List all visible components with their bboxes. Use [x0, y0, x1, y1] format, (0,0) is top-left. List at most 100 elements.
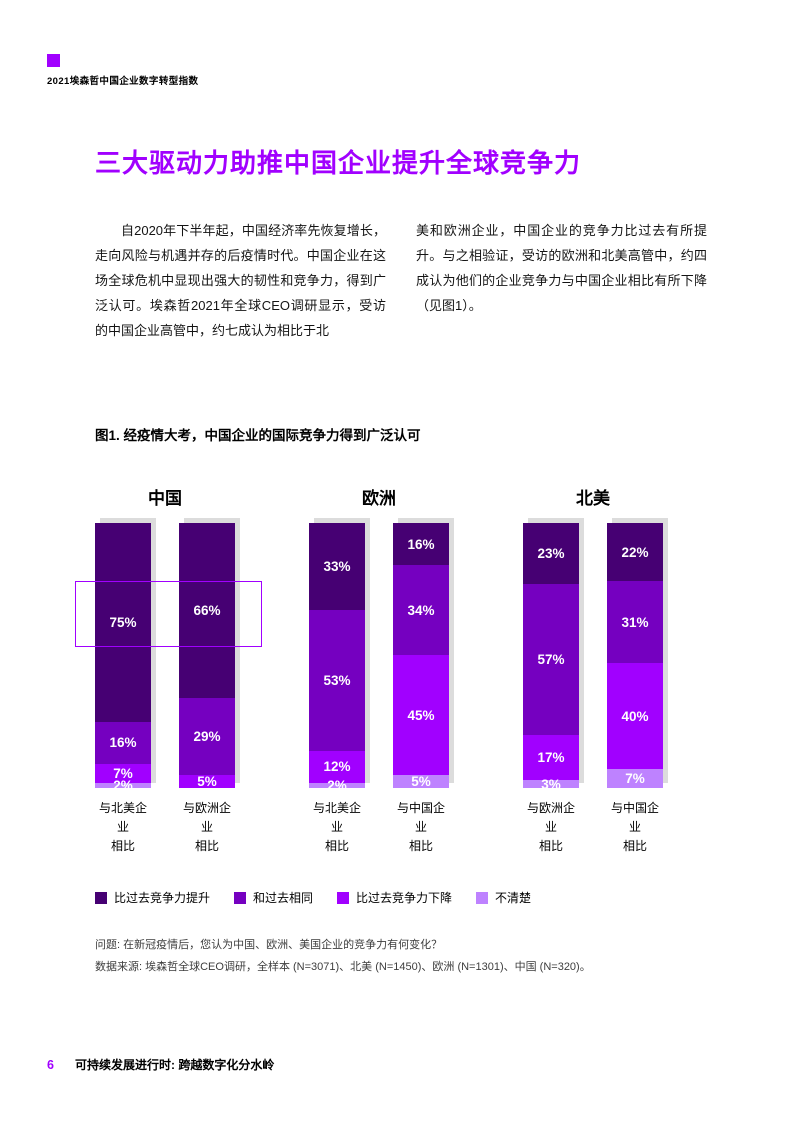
- chart-bars-row: 75% 16% 7% 2% 与北美企业 相比 66% 29% 5% 与欧洲企业 相比: [95, 523, 235, 856]
- segment-value-label: 16%: [407, 536, 435, 552]
- figure-chart: 中国 75% 16% 7% 2% 与北美企业 相比 66% 29% 5% 与欧洲企业 相比 欧洲 33% 5…: [95, 484, 695, 978]
- bar-column: 23% 57% 17% 3% 与欧洲企业 相比: [523, 523, 579, 856]
- bar-segment: 16%: [393, 523, 449, 566]
- bar-column: 66% 29% 5% 与欧洲企业 相比: [179, 523, 235, 856]
- segment-value-label: 7%: [113, 765, 133, 781]
- bar-segment: 7%: [607, 769, 663, 788]
- bar-column: 75% 16% 7% 2% 与北美企业 相比: [95, 523, 151, 856]
- segment-value-label: 2%: [327, 777, 347, 793]
- bar-axis-label: 与北美企业 相比: [98, 801, 147, 853]
- segment-value-label: 17%: [537, 750, 565, 765]
- legend-swatch: [234, 891, 247, 904]
- legend-swatch: [476, 891, 489, 904]
- segment-value-label: 66%: [193, 602, 221, 618]
- segment-value-label: 5%: [411, 773, 431, 789]
- brand-logo-mark: [47, 54, 60, 67]
- bar-segment: 2%: [95, 778, 151, 793]
- chart-group: 欧洲 33% 53% 12% 2% 与北美企业 相比 16% 34% 45% 5% 与中国企业 相比: [309, 484, 449, 856]
- chart-group-title: 欧洲: [362, 489, 396, 508]
- chart-group: 北美 23% 57% 17% 3% 与欧洲企业 相比 22% 31% 40% 7% 与中国企业 相比: [523, 484, 663, 856]
- bar-column: 22% 31% 40% 7% 与中国企业 相比: [607, 523, 663, 856]
- segment-value-label: 34%: [407, 602, 435, 618]
- bar-segment: 2%: [309, 778, 365, 793]
- bar-axis-label: 与北美企业 相比: [312, 801, 361, 853]
- report-title-footer: 可持续发展进行时: 跨越数字化分水岭: [75, 1058, 275, 1072]
- bar-segment: 29%: [179, 697, 235, 775]
- segment-value-label: 40%: [621, 708, 649, 724]
- bar-segment: 31%: [607, 581, 663, 664]
- bar-segment: 5%: [393, 773, 449, 789]
- bar-axis-label: 与欧洲企业 相比: [526, 801, 575, 853]
- stacked-bar: 66% 29% 5%: [179, 523, 235, 789]
- segment-value-label: 2%: [113, 777, 133, 793]
- chart-legend: 比过去竞争力提升 和过去相同 比过去竞争力下降 不清楚: [95, 889, 695, 906]
- stacked-bar: 22% 31% 40% 7%: [607, 523, 663, 788]
- page-header: 2021埃森哲中国企业数字转型指数: [47, 54, 198, 87]
- bar-segment: 40%: [607, 663, 663, 770]
- chart-question: 问题: 在新冠疫情后，您认为中国、欧洲、美国企业的竞争力有何变化？: [95, 939, 443, 951]
- segment-value-label: 31%: [621, 614, 649, 630]
- segment-value-label: 3%: [541, 776, 561, 792]
- figure-title: 图1. 经疫情大考，中国企业的国际竞争力得到广泛认可: [95, 428, 421, 443]
- bar-axis-label: 与中国企业 相比: [610, 801, 659, 853]
- chart-source: 数据来源: 埃森哲全球CEO调研，全样本 (N=3071)、北美 (N=1450…: [95, 961, 591, 973]
- segment-value-label: 45%: [407, 707, 435, 723]
- segment-value-label: 16%: [109, 735, 137, 751]
- segment-value-label: 75%: [109, 614, 137, 630]
- legend-item: 比过去竞争力下降: [337, 889, 452, 906]
- stacked-bar: 75% 16% 7% 2%: [95, 523, 151, 793]
- chart-group-title: 中国: [148, 489, 182, 508]
- bar-segment: 7%: [95, 764, 151, 783]
- page-footer: 6 可持续发展进行时: 跨越数字化分水岭: [47, 1056, 274, 1073]
- stacked-bar: 16% 34% 45% 5%: [393, 523, 449, 789]
- bar-segment: 17%: [523, 734, 579, 781]
- bar-segment: 12%: [309, 750, 365, 783]
- section-title: 三大驱动力助推中国企业提升全球竞争力: [95, 148, 582, 178]
- legend-label: 和过去相同: [253, 891, 314, 905]
- bar-segment: 57%: [523, 583, 579, 735]
- report-series-title: 2021埃森哲中国企业数字转型指数: [47, 76, 199, 87]
- legend-label: 不清楚: [495, 891, 532, 905]
- bar-segment: 75%: [95, 523, 151, 722]
- chart-bars-row: 23% 57% 17% 3% 与欧洲企业 相比 22% 31% 40% 7% 与中国企业 相比: [523, 523, 663, 856]
- bar-segment: 16%: [95, 721, 151, 765]
- legend-label: 比过去竞争力下降: [356, 891, 453, 905]
- bar-segment: 5%: [179, 773, 235, 789]
- body-text: 自2020年下半年起，中国经济率先恢复增长，走向风险与机遇并存的后疫情时代。中国…: [95, 218, 707, 343]
- legend-item: 比过去竞争力提升: [95, 889, 210, 906]
- legend-item: 和过去相同: [234, 889, 313, 906]
- legend-swatch: [95, 891, 107, 904]
- bar-segment: 22%: [607, 523, 663, 582]
- chart-group: 中国 75% 16% 7% 2% 与北美企业 相比 66% 29% 5% 与欧洲企业 相比: [95, 484, 235, 856]
- legend-item: 不清楚: [476, 889, 531, 906]
- chart-groups: 中国 75% 16% 7% 2% 与北美企业 相比 66% 29% 5% 与欧洲企业 相比 欧洲 33% 5…: [95, 484, 695, 856]
- stacked-bar: 33% 53% 12% 2%: [309, 523, 365, 793]
- bar-segment: 23%: [523, 523, 579, 584]
- bar-segment: 33%: [309, 523, 365, 611]
- body-paragraph-col2: 美和欧洲企业，中国企业的竞争力比过去有所提升。与之相验证，受访的欧洲和北美高管中…: [416, 223, 707, 313]
- stacked-bar: 23% 57% 17% 3%: [523, 523, 579, 792]
- segment-value-label: 7%: [625, 771, 645, 787]
- segment-value-label: 23%: [537, 545, 565, 561]
- bar-segment: 34%: [393, 565, 449, 656]
- segment-value-label: 22%: [621, 544, 649, 560]
- segment-value-label: 57%: [537, 651, 565, 667]
- bar-axis-label: 与欧洲企业 相比: [182, 801, 231, 853]
- page-number: 6: [47, 1058, 54, 1072]
- chart-group-title: 北美: [576, 489, 610, 508]
- bar-segment: 45%: [393, 655, 449, 775]
- segment-value-label: 12%: [323, 759, 351, 775]
- legend-swatch: [337, 891, 350, 904]
- legend-label: 比过去竞争力提升: [114, 891, 211, 905]
- segment-value-label: 29%: [193, 728, 221, 744]
- chart-bars-row: 33% 53% 12% 2% 与北美企业 相比 16% 34% 45% 5% 与中国企业 相比: [309, 523, 449, 856]
- segment-value-label: 5%: [197, 773, 217, 789]
- segment-value-label: 53%: [323, 673, 351, 689]
- bar-column: 33% 53% 12% 2% 与北美企业 相比: [309, 523, 365, 856]
- bar-segment: 66%: [179, 523, 235, 698]
- bar-segment: 3%: [523, 777, 579, 792]
- bar-segment: 53%: [309, 610, 365, 751]
- bar-column: 16% 34% 45% 5% 与中国企业 相比: [393, 523, 449, 856]
- bar-axis-label: 与中国企业 相比: [396, 801, 445, 853]
